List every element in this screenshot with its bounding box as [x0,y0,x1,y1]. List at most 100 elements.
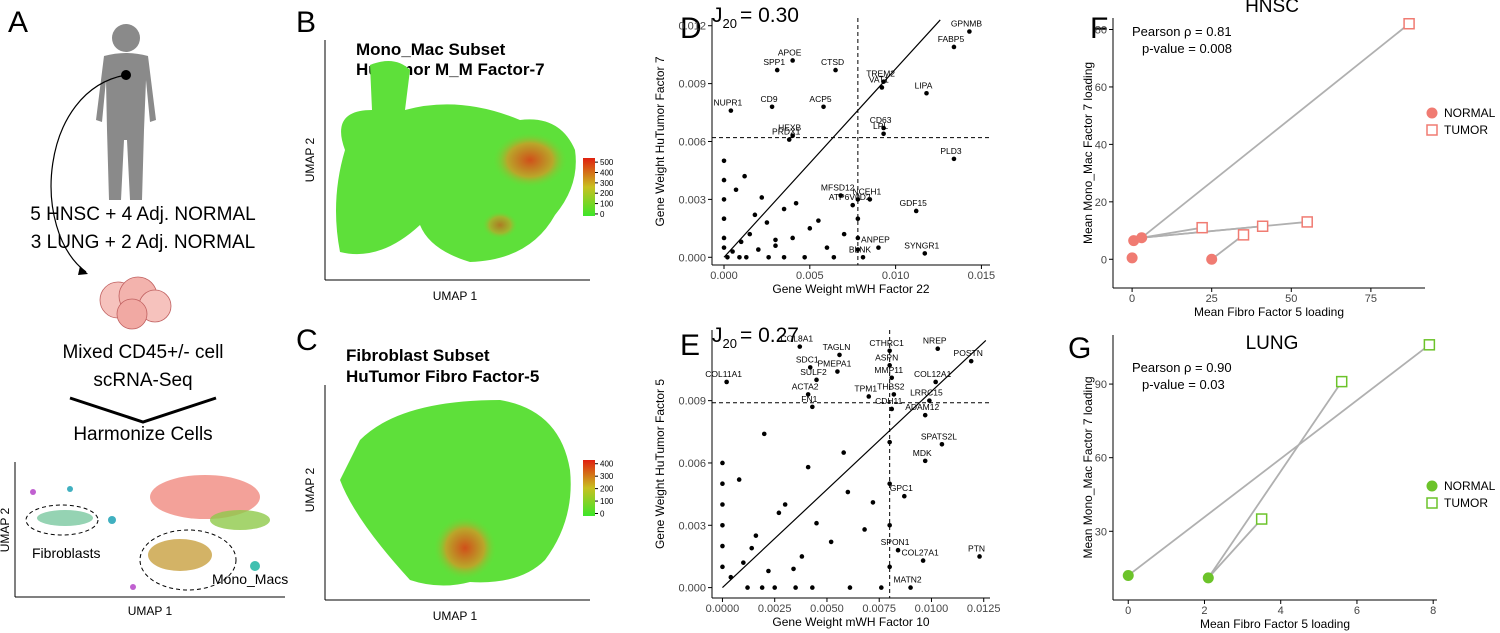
point [1256,220,1269,232]
point [933,379,938,385]
y-tick-label: 40 [1095,139,1107,151]
point-label: SDC1 [796,354,819,364]
point [841,450,846,455]
x-tick-label: 0.0075 [862,603,896,615]
point [855,216,861,221]
point [879,85,885,90]
point [733,187,739,193]
point-label: CD63 [870,115,892,125]
colorbar-tick-label: 100 [600,497,614,506]
legend-label: NORMAL [1444,479,1496,493]
pair-line [1127,344,1430,577]
point [747,231,753,237]
x-tick-label: 25 [1206,293,1218,305]
point-label: GPC1 [890,483,913,493]
cluster-label: Mono_Macs [212,571,288,587]
point [1202,572,1214,584]
panel-title: HuTumor Fibro Factor-5 [346,367,539,386]
point [730,249,735,254]
point-label: SYNGR1 [904,240,939,250]
point-label: SULF2 [800,367,827,377]
point [720,481,725,487]
x-tick-label: 6 [1354,605,1360,617]
point [939,441,945,447]
umap-axes [324,385,590,601]
panel-letter: B [296,6,316,39]
arrow [50,74,127,273]
point [720,522,725,528]
pair-line [1207,381,1343,579]
y-axis-label: Mean Mono_Mac Factor 7 loading [1081,376,1095,558]
panel-title: Mono_Mac Subset [356,40,506,59]
y-tick-label: 20 [1095,197,1107,209]
stat-subscript: 20 [723,16,737,31]
point [721,197,727,202]
point [728,108,734,113]
point [881,125,886,131]
point-label: LIPA [915,80,933,90]
point [807,365,813,370]
point [1403,17,1415,30]
point-label: ASPN [875,352,898,362]
point [967,29,972,34]
point [766,568,771,574]
point [922,458,928,464]
legend-marker [1426,480,1438,492]
point [935,346,941,351]
point [860,254,866,260]
cohort-label: 5 HNSC + 4 Adj. NORMAL [30,204,255,225]
point-label: POSTN [954,348,983,358]
x-tick-label: 0.0050 [810,603,844,615]
y-tick-label: 60 [1095,82,1107,94]
cluster-label: Fibroblasts [32,545,100,561]
stat-symbol: J [712,4,723,27]
y-tick-label: 80 [1095,24,1107,36]
point [908,585,913,590]
colorbar-tick-label: 300 [600,179,614,188]
pair-line [1141,221,1308,239]
point [913,208,919,214]
point-label: APOE [778,47,802,57]
legend-marker [1426,124,1438,136]
point-label: NCEH1 [852,186,881,196]
point [725,254,730,260]
point [805,392,811,397]
point-label: LRRC15 [910,388,943,398]
panel-letter: E [680,329,700,362]
merge-chevron [69,396,217,424]
point-label: NREP [923,336,947,346]
point [831,254,837,260]
point [773,243,778,249]
stat-label: J20 = 0.27 [712,324,799,351]
panel-letter: A [8,6,28,39]
point [721,235,727,241]
point-label: PLD3 [940,146,962,156]
panel-letter: C [296,324,318,357]
point [720,502,725,507]
point [1423,339,1436,351]
point-label: SPON1 [881,537,910,547]
point [1196,221,1208,234]
point [889,406,895,412]
point-label: COL11A1 [705,369,742,379]
point [773,237,778,243]
axis-label: UMAP 1 [128,604,173,618]
point [920,558,926,563]
point [977,554,982,559]
axis-label: UMAP 2 [0,507,12,552]
axis-label: UMAP 2 [303,467,317,512]
point [724,379,729,385]
point [720,543,725,549]
point-label: TPM1 [854,383,877,393]
point [744,254,749,260]
point [887,564,892,570]
x-tick-label: 8 [1430,605,1436,617]
point-label: ADAM12 [905,402,939,412]
point-label: ACTA2 [792,381,819,391]
point [838,193,844,198]
point [835,369,840,374]
point [850,202,856,208]
x-axis-label: Gene Weight mWH Factor 22 [772,282,929,296]
x-tick-label: 0.0025 [758,603,792,615]
point [879,585,884,590]
